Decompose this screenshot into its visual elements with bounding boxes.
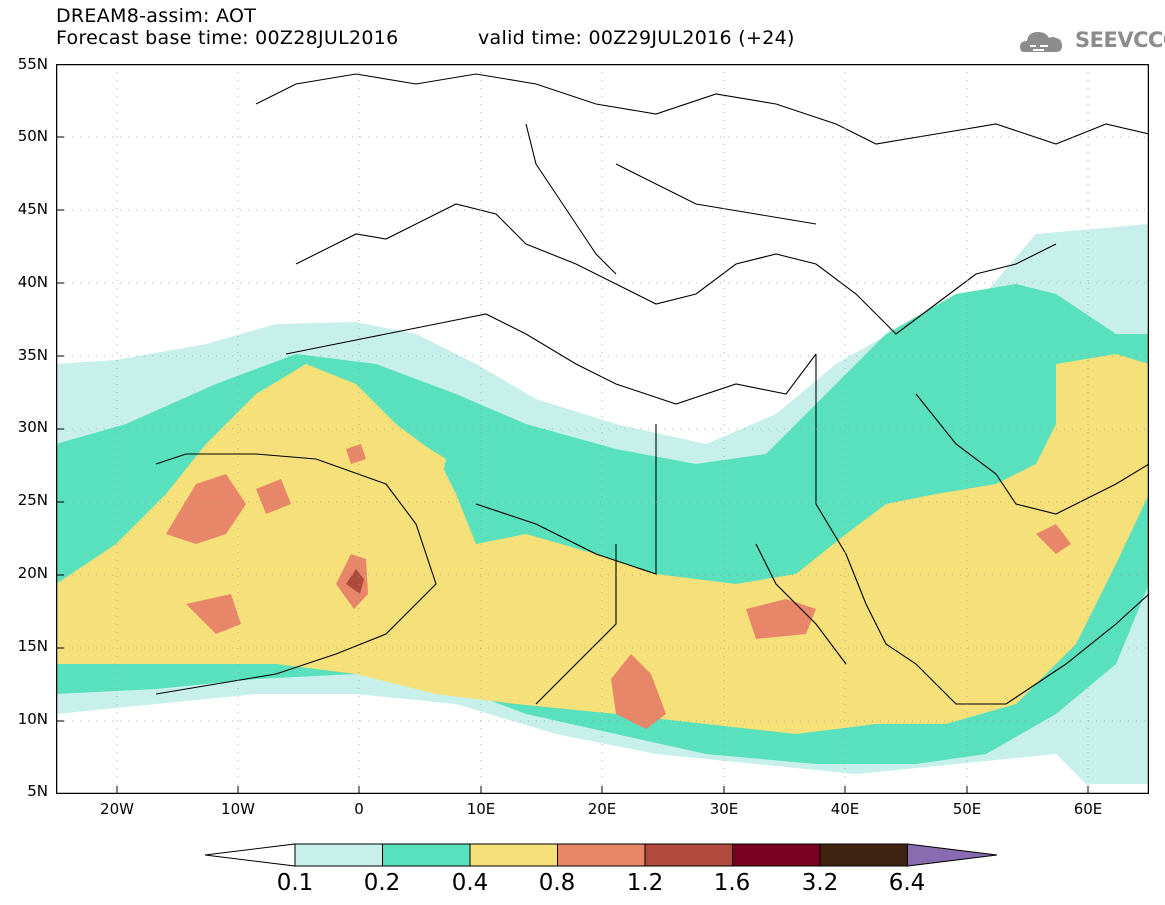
colorbar-label-1.6: 1.6 xyxy=(713,870,751,896)
lat-label-35n: 35N xyxy=(17,346,48,364)
colorbar-label-1.2: 1.2 xyxy=(626,870,664,896)
lat-label-10n: 10N xyxy=(17,710,48,728)
colorbar-label-0.1: 0.1 xyxy=(276,870,314,896)
aot-band-0.8-g xyxy=(1036,524,1071,554)
colorbar-label-0.2: 0.2 xyxy=(363,870,401,896)
cloud-logo-icon xyxy=(1020,32,1062,52)
aot-band-0.8-d xyxy=(186,594,241,634)
lat-label-15n: 15N xyxy=(17,637,48,655)
colorbar-label-0.4: 0.4 xyxy=(451,870,489,896)
lat-label-50n: 50N xyxy=(17,127,48,145)
lon-label-10e: 10E xyxy=(466,800,496,818)
aot-band-1.2 xyxy=(346,569,364,594)
lon-label-30e: 30E xyxy=(709,800,739,818)
aot-band-0.8-h xyxy=(346,444,366,464)
colorbar-segment-0.4 xyxy=(469,843,558,867)
aot-band-0.8-b xyxy=(256,479,291,514)
colorbar-segment-0.2 xyxy=(382,843,471,867)
axis-ticks xyxy=(56,136,1089,794)
lon-label-50e: 50E xyxy=(952,800,982,818)
colorbar-label-6.4: 6.4 xyxy=(888,870,926,896)
coastlines xyxy=(155,73,1149,705)
aot-map xyxy=(56,64,1149,794)
lat-label-25n: 25N xyxy=(17,491,48,509)
aot-band-0.8-a xyxy=(166,474,246,544)
lon-label-10w: 10W xyxy=(221,800,255,818)
aot-band-0.8-e xyxy=(611,654,666,729)
lat-label-5n: 5N xyxy=(27,782,48,800)
lat-label-40n: 40N xyxy=(17,273,48,291)
aot-band-0.8-f xyxy=(746,599,816,639)
colorbar-arrow-low xyxy=(205,843,296,867)
map-title: DREAM8-assim: AOT xyxy=(56,5,257,27)
colorbar-arrow-high xyxy=(907,843,998,867)
lon-label-40e: 40E xyxy=(830,800,860,818)
colorbar-segment-0.8 xyxy=(557,843,646,867)
aot-band-0.4-north xyxy=(316,429,446,494)
lon-label-60e: 60E xyxy=(1073,800,1103,818)
colorbar xyxy=(205,843,998,867)
lat-label-30n: 30N xyxy=(17,418,48,436)
lon-label-20e: 20E xyxy=(587,800,617,818)
logo-text: SEEVCCC xyxy=(1075,28,1165,52)
colorbar-label-3.2: 3.2 xyxy=(801,870,839,896)
colorbar-segment-1.2 xyxy=(644,843,733,867)
colorbar-label-0.8: 0.8 xyxy=(538,870,576,896)
lat-label-45n: 45N xyxy=(17,200,48,218)
valid-time: valid time: 00Z29JUL2016 (+24) xyxy=(478,27,795,49)
colorbar-segment-1.6 xyxy=(732,843,821,867)
lat-label-55n: 55N xyxy=(17,55,48,73)
gridlines xyxy=(56,64,1149,794)
colorbar-segment-3.2 xyxy=(819,843,908,867)
forecast-base-time: Forecast base time: 00Z28JUL2016 xyxy=(56,27,399,49)
colorbar-segment-0.1 xyxy=(294,843,383,867)
lat-label-20n: 20N xyxy=(17,564,48,582)
lon-label-0: 0 xyxy=(354,800,364,818)
lon-label-20w: 20W xyxy=(100,800,134,818)
